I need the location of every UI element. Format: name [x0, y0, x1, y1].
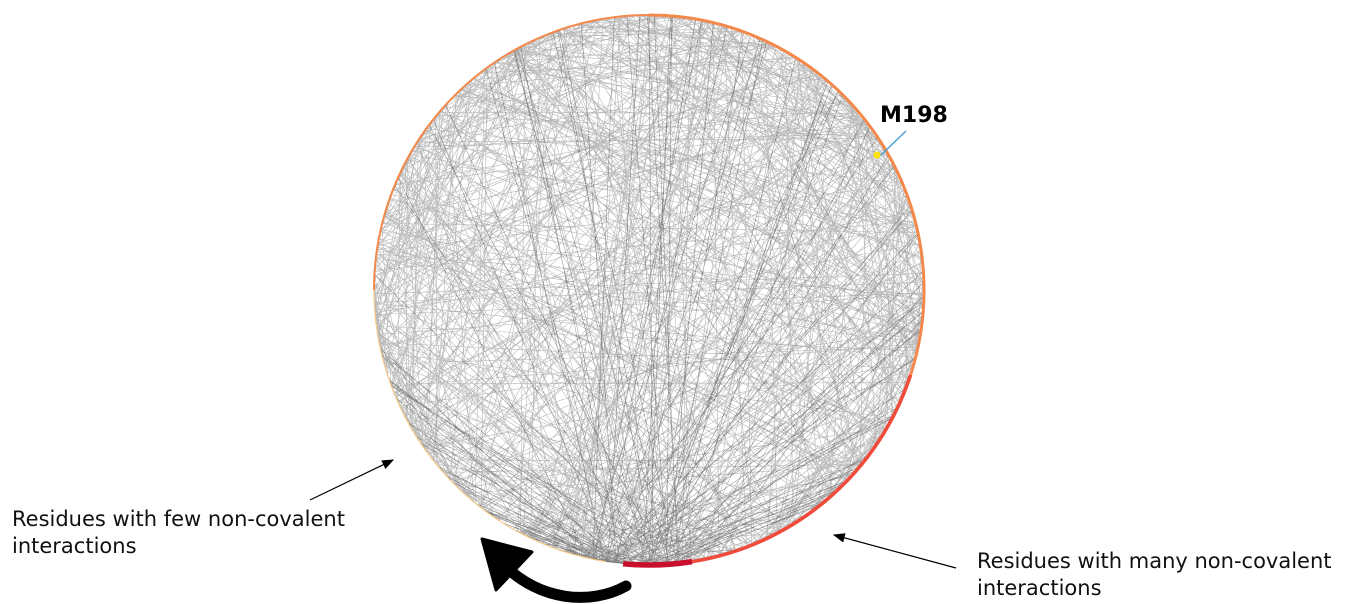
pointer-arrow-icon	[309, 459, 395, 501]
edge-bundle	[373, 14, 925, 566]
curved-arrow-icon	[499, 560, 632, 603]
many-interactions-caption: Residues with many non-covalent interact…	[977, 549, 1332, 600]
curved-arrow-head	[480, 537, 534, 592]
node-ring-segment	[648, 13, 926, 376]
residue-nodes	[373, 13, 926, 568]
pointer-arrow-icon	[832, 533, 957, 569]
interaction-edges	[373, 14, 925, 566]
m198-label: M198	[880, 103, 948, 128]
node-ring-segment	[691, 374, 913, 564]
node-ring-segment	[622, 558, 693, 568]
m198-leader-line	[879, 130, 907, 157]
node-ring-segment	[373, 289, 607, 563]
few-interactions-caption: Residues with few non-covalent interacti…	[12, 507, 345, 558]
m198-node	[873, 151, 881, 159]
node-ring-segment	[373, 14, 650, 291]
